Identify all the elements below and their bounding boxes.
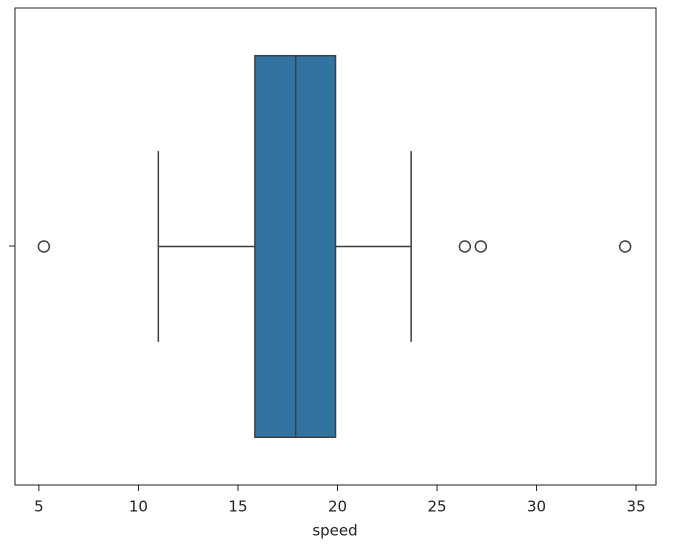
x-tick-label: 15	[228, 498, 247, 516]
x-tick-label: 30	[527, 498, 546, 516]
outlier	[37, 240, 51, 253]
x-tick-label: 20	[328, 498, 347, 516]
outlier	[474, 240, 488, 253]
x-tick-label: 25	[427, 498, 446, 516]
x-axis-label: speed	[312, 522, 357, 540]
x-tick-label: 10	[129, 498, 148, 516]
x-tick-label: 5	[34, 498, 44, 516]
x-tick-label: 35	[627, 498, 646, 516]
outlier	[458, 240, 472, 253]
outlier	[618, 240, 632, 253]
